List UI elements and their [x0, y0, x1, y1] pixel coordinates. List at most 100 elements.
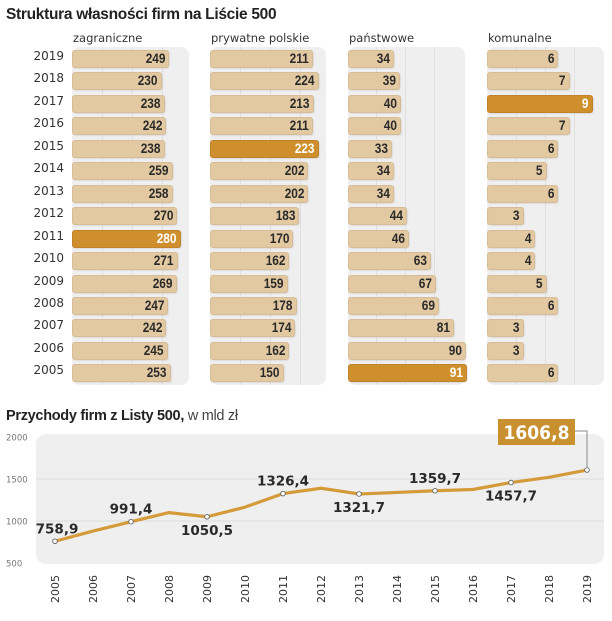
bar-value-label: 223	[294, 140, 315, 156]
x-tick-label: 2018	[543, 575, 556, 603]
bar-value-label: 3	[513, 342, 520, 358]
bar: 5	[488, 275, 546, 292]
bar-value-label: 238	[141, 95, 161, 111]
bar-value-label: 69	[421, 297, 435, 313]
bar: 90	[349, 342, 465, 359]
year-label: 2005	[33, 363, 64, 378]
bar-value-label: 150	[259, 365, 280, 381]
data-point-marker	[204, 514, 210, 520]
bar-value-label: 5	[536, 275, 543, 291]
bar: 44	[349, 208, 406, 225]
bar-value-label: 269	[152, 275, 173, 291]
bar-value-label: 202	[284, 185, 305, 201]
data-point-marker	[280, 490, 286, 497]
bar: 4	[488, 230, 535, 247]
year-label: 2013	[33, 183, 64, 198]
bar: 202	[211, 163, 308, 180]
bar-value-label: 211	[289, 118, 309, 134]
revenue-line	[53, 468, 589, 543]
x-tick-label: 2008	[163, 575, 176, 603]
x-tick-label: 2011	[277, 575, 290, 603]
grid-line	[434, 47, 435, 385]
bar-value-label: 280	[157, 230, 177, 246]
x-tick-label: 2016	[467, 575, 480, 603]
bar-value-label: 3	[513, 320, 520, 336]
data-value-label: 991,4	[110, 502, 153, 518]
y-tick-label: 500	[6, 560, 22, 570]
bar: 253	[73, 365, 170, 382]
series-header: państwowe	[349, 31, 415, 45]
year-label: 2010	[33, 251, 64, 266]
x-tick-label: 2017	[505, 575, 518, 603]
x-tick-label: 2005	[49, 575, 62, 603]
data-point-marker	[508, 479, 514, 486]
bar: 69	[349, 297, 438, 314]
bar: 247	[73, 297, 168, 314]
bar-value-label: 34	[376, 51, 390, 66]
bar: 9	[488, 95, 592, 112]
bar: 34	[349, 163, 393, 180]
bar-value-label: 258	[148, 185, 169, 201]
callout-leader	[575, 430, 588, 469]
x-tick-label: 2013	[353, 575, 366, 603]
bar: 6	[488, 365, 558, 382]
year-label: 2019	[33, 49, 64, 63]
year-label: 2017	[33, 93, 64, 108]
bar-value-label: 6	[547, 51, 555, 66]
bar: 223	[211, 140, 318, 157]
bar: 230	[73, 73, 161, 90]
bar: 6	[488, 185, 558, 202]
bar: 258	[73, 185, 172, 202]
x-tick-label: 2007	[125, 575, 138, 603]
x-tick-label: 2010	[239, 575, 252, 603]
y-tick-label: 2000	[6, 434, 28, 444]
bar-value-label: 91	[449, 365, 463, 381]
data-value-label: 1326,4	[257, 474, 309, 490]
bar-value-label: 33	[375, 140, 389, 156]
year-label: 2011	[33, 228, 64, 243]
bar: 91	[349, 365, 466, 382]
data-point-marker	[52, 538, 58, 545]
series-header: prywatne polskie	[211, 31, 310, 45]
bar-value-label: 63	[413, 253, 427, 269]
bar: 6	[488, 140, 558, 157]
bar-value-label: 270	[153, 208, 174, 224]
bar-value-label: 224	[295, 73, 315, 89]
bar-value-label: 44	[389, 208, 403, 224]
series-header: komunalne	[488, 31, 552, 45]
callout-value-label: 1606,8	[504, 422, 570, 444]
bar-value-label: 211	[289, 51, 309, 66]
data-value-label: 1457,7	[485, 489, 537, 505]
data-point-marker	[584, 467, 590, 473]
bar-chart-title: Struktura własności firm na Liście 500	[6, 6, 277, 23]
x-tick-label: 2014	[391, 575, 404, 603]
year-label: 2012	[33, 206, 64, 221]
bar: 259	[73, 163, 172, 180]
bar-value-label: 230	[138, 73, 158, 89]
bar-value-label: 159	[264, 275, 284, 291]
year-label: 2009	[33, 273, 64, 288]
bar-value-label: 238	[141, 140, 161, 156]
x-tick-label: 2012	[315, 575, 328, 603]
bar: 202	[211, 185, 308, 202]
bar-value-label: 34	[376, 163, 390, 179]
year-label: 2008	[33, 295, 64, 310]
bar-value-label: 7	[559, 73, 566, 89]
bar-value-label: 245	[143, 342, 164, 358]
bar-value-label: 90	[448, 342, 462, 358]
bar-value-label: 6	[547, 185, 555, 201]
bar: 6	[488, 297, 558, 314]
bar: 211	[211, 51, 312, 67]
bar-value-label: 202	[284, 163, 305, 179]
bar: 174	[211, 320, 295, 337]
bar: 34	[349, 185, 393, 202]
bar: 7	[488, 73, 569, 90]
line-chart-unit: w mld zł	[187, 408, 238, 424]
year-label: 2014	[33, 161, 64, 176]
data-value-label: 758,9	[36, 521, 79, 537]
bar: 4	[488, 253, 535, 270]
bar: 3	[488, 320, 523, 337]
bar-value-label: 183	[275, 208, 296, 224]
series-header: zagraniczne	[73, 31, 143, 45]
bar: 7	[488, 118, 569, 135]
